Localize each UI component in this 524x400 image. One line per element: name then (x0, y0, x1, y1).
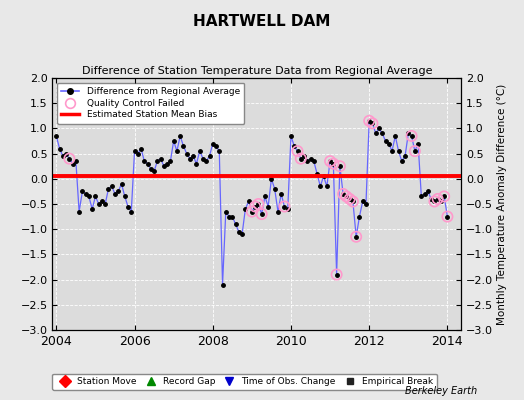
Point (65, 156, 73, 162)
Point (297, 156, 305, 162)
Point (254, 201, 263, 207)
Text: HARTWELL DAM: HARTWELL DAM (193, 14, 331, 29)
Point (293, 148, 302, 154)
Point (326, 158, 334, 164)
Point (365, 118, 374, 124)
Point (329, 160, 337, 167)
Point (342, 193, 351, 200)
Point (332, 271, 341, 278)
Point (407, 133, 416, 139)
Point (411, 148, 419, 154)
Point (336, 163, 344, 170)
Point (440, 193, 449, 200)
Legend: Station Move, Record Gap, Time of Obs. Change, Empirical Break: Station Move, Record Gap, Time of Obs. C… (52, 374, 436, 390)
Point (348, 198, 357, 205)
Point (352, 234, 361, 240)
Y-axis label: Monthly Temperature Anomaly Difference (°C): Monthly Temperature Anomaly Difference (… (497, 83, 507, 325)
Point (430, 198, 439, 205)
Point (433, 196, 442, 202)
Point (339, 191, 347, 197)
Point (257, 211, 266, 217)
Point (345, 196, 354, 202)
Point (251, 203, 259, 210)
Point (443, 214, 452, 220)
Point (280, 203, 289, 210)
Text: Berkeley Earth: Berkeley Earth (405, 386, 477, 396)
Point (368, 120, 377, 126)
Title: Difference of Station Temperature Data from Regional Average: Difference of Station Temperature Data f… (82, 66, 432, 76)
Point (248, 208, 256, 215)
